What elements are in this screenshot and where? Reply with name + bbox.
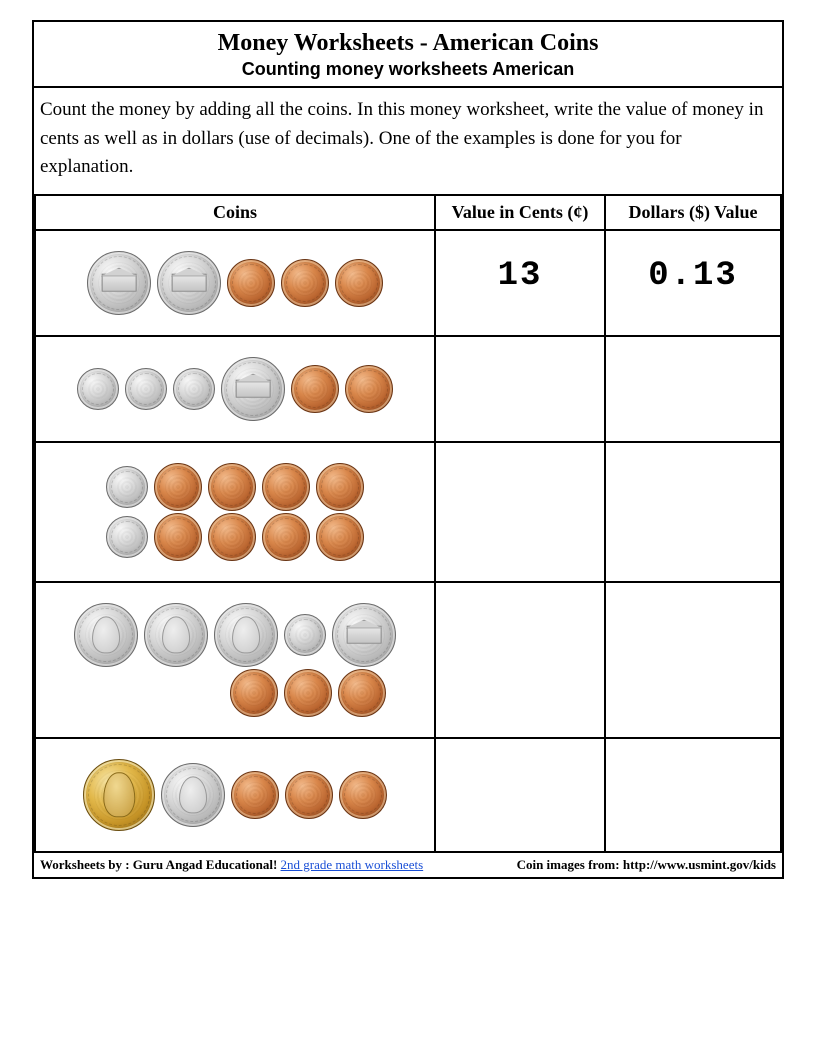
penny-coin-icon xyxy=(284,669,332,717)
table-row xyxy=(35,582,781,738)
coin-row xyxy=(44,463,426,511)
footer-left: Worksheets by : Guru Angad Educational! … xyxy=(40,857,423,873)
penny-coin-icon xyxy=(230,669,278,717)
worksheet-table: Coins Value in Cents (¢) Dollars ($) Val… xyxy=(34,196,782,853)
title-block: Money Worksheets - American Coins Counti… xyxy=(34,22,782,88)
table-row: 130.13 xyxy=(35,230,781,336)
penny-coin-icon xyxy=(335,259,383,307)
coins-cell xyxy=(35,582,435,738)
dollars-cell[interactable]: 0.13 xyxy=(605,230,781,336)
nickel-coin-icon xyxy=(157,251,221,315)
nickel-coin-icon xyxy=(221,357,285,421)
penny-coin-icon xyxy=(285,771,333,819)
header-dollars: Dollars ($) Value xyxy=(605,196,781,230)
coins-cell xyxy=(35,738,435,852)
penny-coin-icon xyxy=(338,669,386,717)
table-row xyxy=(35,336,781,442)
penny-coin-icon xyxy=(262,513,310,561)
coins-cell xyxy=(35,442,435,582)
penny-coin-icon xyxy=(154,513,202,561)
coin-row xyxy=(44,357,426,421)
header-coins: Coins xyxy=(35,196,435,230)
main-title: Money Worksheets - American Coins xyxy=(34,30,782,57)
footer-link[interactable]: 2nd grade math worksheets xyxy=(281,857,424,872)
header-cents: Value in Cents (¢) xyxy=(435,196,605,230)
cents-cell[interactable]: 13 xyxy=(435,230,605,336)
penny-coin-icon xyxy=(316,463,364,511)
quarter-coin-icon xyxy=(214,603,278,667)
cents-cell[interactable] xyxy=(435,442,605,582)
footer-credit: Worksheets by : Guru Angad Educational! xyxy=(40,857,281,872)
quarter-coin-icon xyxy=(74,603,138,667)
footer: Worksheets by : Guru Angad Educational! … xyxy=(34,853,782,877)
instructions-text: Count the money by adding all the coins.… xyxy=(34,88,782,196)
nickel-coin-icon xyxy=(87,251,151,315)
penny-coin-icon xyxy=(227,259,275,307)
cents-cell[interactable] xyxy=(435,336,605,442)
quarter-coin-icon xyxy=(144,603,208,667)
dime-coin-icon xyxy=(173,368,215,410)
penny-coin-icon xyxy=(345,365,393,413)
cents-cell[interactable] xyxy=(435,582,605,738)
coins-cell xyxy=(35,336,435,442)
sub-title: Counting money worksheets American xyxy=(34,59,782,80)
dollar_gold-coin-icon xyxy=(83,759,155,831)
dollars-cell[interactable] xyxy=(605,738,781,852)
dime-coin-icon xyxy=(284,614,326,656)
worksheet-frame: Money Worksheets - American Coins Counti… xyxy=(32,20,784,879)
penny-coin-icon xyxy=(231,771,279,819)
penny-coin-icon xyxy=(262,463,310,511)
dollars-cell[interactable] xyxy=(605,582,781,738)
penny-coin-icon xyxy=(316,513,364,561)
header-row: Coins Value in Cents (¢) Dollars ($) Val… xyxy=(35,196,781,230)
nickel-coin-icon xyxy=(332,603,396,667)
coin-row xyxy=(44,669,426,717)
table-row xyxy=(35,738,781,852)
dime-coin-icon xyxy=(106,516,148,558)
cents-cell[interactable] xyxy=(435,738,605,852)
quarter-coin-icon xyxy=(161,763,225,827)
penny-coin-icon xyxy=(208,513,256,561)
coin-row xyxy=(44,759,426,831)
dime-coin-icon xyxy=(125,368,167,410)
coin-row xyxy=(44,603,426,667)
dime-coin-icon xyxy=(77,368,119,410)
coins-cell xyxy=(35,230,435,336)
penny-coin-icon xyxy=(291,365,339,413)
dollars-cell[interactable] xyxy=(605,442,781,582)
footer-right: Coin images from: http://www.usmint.gov/… xyxy=(517,857,776,873)
coin-row xyxy=(44,513,426,561)
penny-coin-icon xyxy=(208,463,256,511)
penny-coin-icon xyxy=(154,463,202,511)
dime-coin-icon xyxy=(106,466,148,508)
table-row xyxy=(35,442,781,582)
penny-coin-icon xyxy=(339,771,387,819)
dollars-cell[interactable] xyxy=(605,336,781,442)
penny-coin-icon xyxy=(281,259,329,307)
coin-row xyxy=(44,251,426,315)
